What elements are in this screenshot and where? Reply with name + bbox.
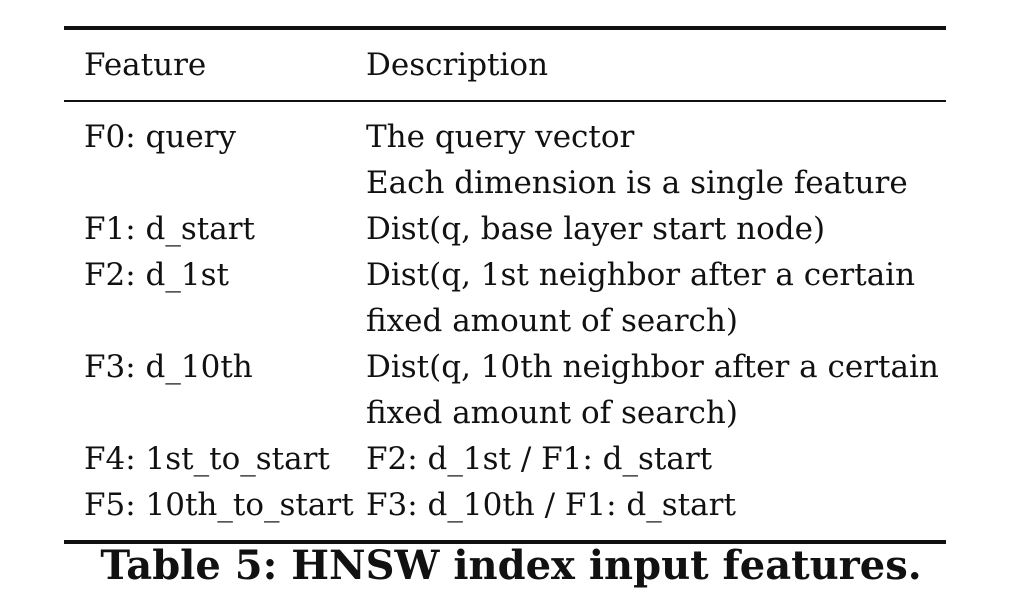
- description-line: fixed amount of search): [366, 303, 738, 339]
- description-line: Each dimension is a single feature: [366, 165, 908, 201]
- description-cell: Dist(q, base layer start node): [364, 206, 946, 252]
- description-cell: F2: d_1st / F1: d_start: [364, 436, 946, 482]
- table-row: F1: d_start Dist(q, base layer start nod…: [64, 206, 946, 252]
- table-row: F3: d_10th Dist(q, 10th neighbor after a…: [64, 344, 946, 436]
- feature-cell: F2: d_1st: [84, 257, 229, 293]
- description-line: The query vector: [366, 119, 635, 155]
- table-body: F0: query The query vector Each dimensio…: [64, 102, 946, 540]
- header-feature: Feature: [84, 47, 207, 83]
- table-row: F4: 1st_to_start F2: d_1st / F1: d_start: [64, 436, 946, 482]
- description-line: fixed amount of search): [366, 395, 738, 431]
- description-cell: F3: d_10th / F1: d_start: [364, 482, 946, 528]
- description-cell: The query vector Each dimension is a sin…: [364, 114, 946, 206]
- description-cell: Dist(q, 10th neighbor after a certain fi…: [364, 344, 946, 436]
- table-row: F0: query The query vector Each dimensio…: [64, 114, 946, 206]
- table-row: F2: d_1st Dist(q, 1st neighbor after a c…: [64, 252, 946, 344]
- bottom-rule: [64, 540, 946, 544]
- features-table: Feature Description F0: query The query …: [64, 26, 946, 544]
- header-description: Description: [366, 47, 549, 83]
- description-cell: Dist(q, 1st neighbor after a certain fix…: [364, 252, 946, 344]
- description-line: F2: d_1st / F1: d_start: [366, 441, 713, 477]
- header-rule: [64, 100, 946, 102]
- description-line: F3: d_10th / F1: d_start: [366, 487, 736, 523]
- feature-cell: F5: 10th_to_start: [84, 487, 354, 523]
- top-rule: [64, 26, 946, 30]
- feature-cell: F0: query: [84, 119, 237, 155]
- feature-cell: F1: d_start: [84, 211, 255, 247]
- description-line: Dist(q, 10th neighbor after a certain: [366, 349, 939, 385]
- feature-cell: F3: d_10th: [84, 349, 253, 385]
- description-line: Dist(q, base layer start node): [366, 211, 826, 247]
- description-line: Dist(q, 1st neighbor after a certain: [366, 257, 916, 293]
- table-row: F5: 10th_to_start F3: d_10th / F1: d_sta…: [64, 482, 946, 528]
- table-header-row: Feature Description: [64, 30, 946, 100]
- table-caption: Table 5: HNSW index input features.: [100, 542, 922, 589]
- feature-cell: F4: 1st_to_start: [84, 441, 330, 477]
